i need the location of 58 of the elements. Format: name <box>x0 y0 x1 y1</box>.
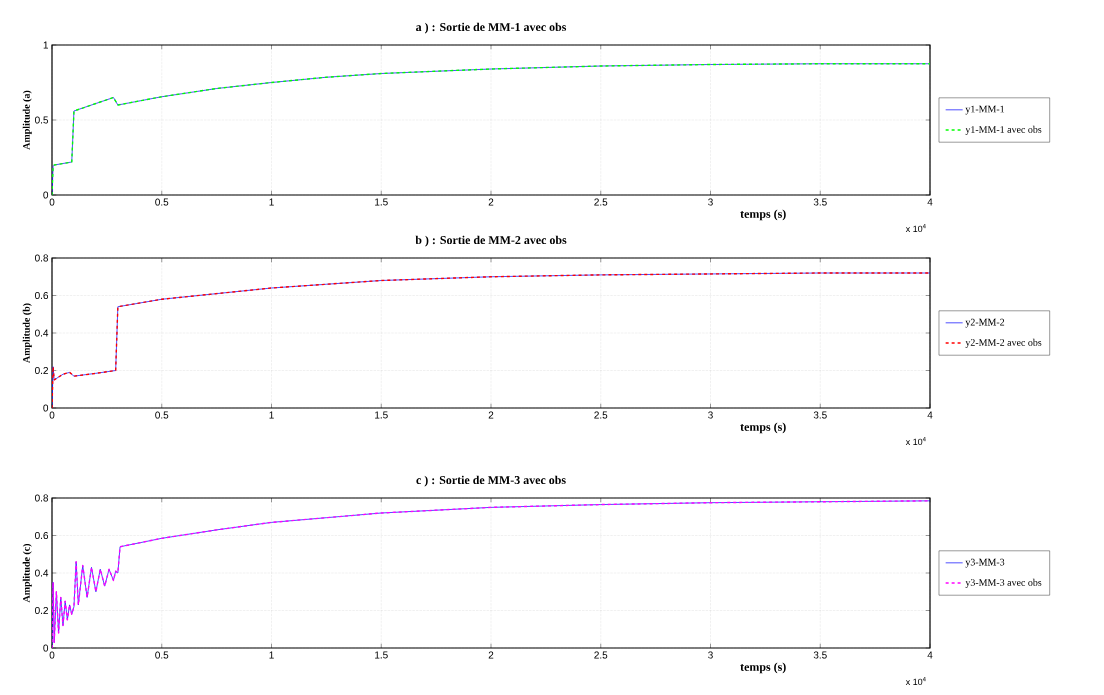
y-tick-label: 0.6 <box>35 291 49 300</box>
text: x 10$^{4}$ <box>905 437 926 446</box>
y-tick-label: 0 <box>43 191 49 199</box>
x-tick-label: 2.5 <box>594 198 608 206</box>
y-axis-title: Amplitude (b) <box>22 303 32 363</box>
x-tick-label: 2 <box>488 411 494 419</box>
x-tick-label: 1.5 <box>375 651 388 659</box>
x-tick-label: 0 <box>49 411 55 419</box>
x-tick-label: 0.5 <box>155 411 169 419</box>
x-tick-label: 3.5 <box>813 651 827 659</box>
y-axis-title: Amplitude (c) <box>22 543 32 603</box>
x-tick-label: 2.5 <box>594 411 608 419</box>
y-tick-label: 0.6 <box>35 531 49 540</box>
x-tick-label: 1.5 <box>375 411 388 419</box>
x-tick-label: 4 <box>927 198 933 206</box>
x-tick-label: 3.5 <box>813 411 827 419</box>
y-tick-label: 0.4 <box>35 569 49 577</box>
x-axis-title: temps (s) <box>740 662 786 674</box>
chart-title: c ) : Sortie de MM-3 avec obs <box>416 475 566 487</box>
x-tick-label: 3 <box>708 411 713 419</box>
legend-label: y2-MM-2 avec obs <box>965 338 1042 348</box>
y-axis-title: Amplitude (a) <box>22 90 32 150</box>
x-tick-label: 3 <box>708 198 713 206</box>
x-tick-label: 3 <box>708 651 713 659</box>
x-tick-label: 1 <box>269 411 274 419</box>
y-tick-label: 0 <box>43 404 49 412</box>
x-tick-label: 2.5 <box>594 651 608 659</box>
x-tick-label: 1.5 <box>375 198 388 206</box>
legend-label: y1-MM-1 avec obs <box>965 125 1042 135</box>
text: x 10$^{4}$ <box>905 224 926 233</box>
legend-label: y2-MM-2 <box>965 318 1005 328</box>
y-tick-label: 0.8 <box>35 254 49 262</box>
x-tick-label: 0.5 <box>155 651 169 659</box>
x-axis-title: temps (s) <box>740 422 786 434</box>
x-tick-label: 1 <box>269 198 274 206</box>
x-tick-label: 2 <box>488 198 494 206</box>
x-tick-label: 1 <box>269 651 274 659</box>
x-tick-label: 0 <box>49 198 55 206</box>
y-tick-label: 0.2 <box>35 606 48 615</box>
legend-label: y3-MM-3 avec obs <box>965 578 1042 588</box>
x-tick-label: 0 <box>49 651 55 659</box>
x-axis-title: temps (s) <box>740 209 786 221</box>
y-tick-label: 0.2 <box>35 366 48 375</box>
legend-label: y3-MM-3 <box>965 558 1005 568</box>
x-tick-label: 4 <box>927 651 933 659</box>
x-tick-label: 0.5 <box>155 198 169 206</box>
x-tick-label: 3.5 <box>813 198 827 206</box>
y-tick-label: 0 <box>43 644 49 652</box>
x-tick-label: 2 <box>488 651 494 659</box>
y-tick-label: 0.5 <box>35 116 49 124</box>
y-tick-label: 1 <box>43 41 48 49</box>
legend-label: y1-MM-1 <box>965 105 1005 115</box>
x-tick-label: 4 <box>927 411 933 419</box>
y-tick-label: 0.4 <box>35 329 49 337</box>
y-tick-label: 0.8 <box>35 494 49 502</box>
chart-title: a ) : Sortie de MM-1 avec obs <box>416 22 567 34</box>
chart-title: b ) : Sortie de MM-2 avec obs <box>415 235 567 247</box>
text: x 10$^{4}$ <box>905 677 926 686</box>
